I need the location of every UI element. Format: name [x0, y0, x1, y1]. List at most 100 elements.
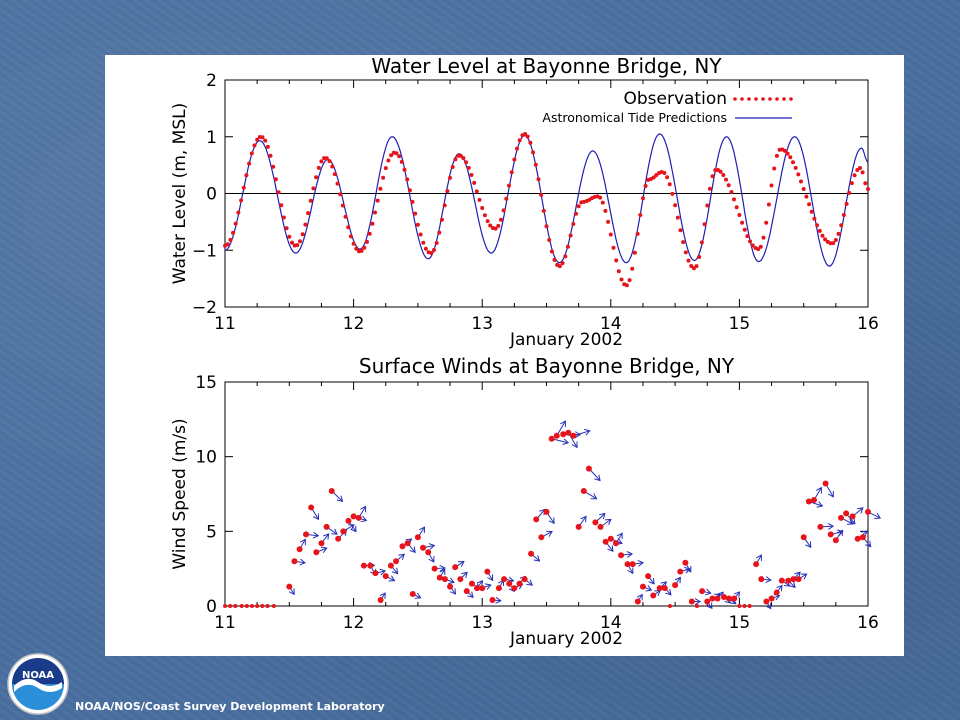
- wind-arrow-head: [560, 420, 566, 427]
- observation-point: [507, 183, 511, 188]
- observation-point: [421, 240, 426, 245]
- wind-speed-point: [737, 604, 742, 608]
- observation-point: [335, 181, 340, 186]
- wind-speed-point: [570, 432, 577, 439]
- wind-speed-point: [747, 604, 752, 608]
- wind-arrow-head: [495, 596, 502, 604]
- wind-speed-point: [291, 558, 298, 565]
- wind-speed-point: [677, 568, 684, 575]
- observation-point: [799, 179, 803, 184]
- wind-arrow-head: [665, 588, 672, 596]
- observation-point: [324, 156, 329, 161]
- wind-speed-point: [474, 585, 481, 592]
- observation-point: [560, 261, 565, 266]
- wind-speed-point: [854, 535, 861, 542]
- wind-speed-point: [634, 598, 641, 605]
- observation-point: [300, 232, 305, 237]
- observation-point: [423, 246, 428, 251]
- observation-point: [774, 153, 779, 158]
- wind-speed-point: [404, 540, 411, 547]
- wind-speed-point: [543, 508, 550, 515]
- wind-arrow-head: [594, 474, 601, 482]
- observation-point: [348, 234, 353, 239]
- wind-speed-point: [340, 528, 347, 535]
- observation-point: [448, 175, 452, 180]
- wind-speed-point: [832, 537, 839, 544]
- observation-point: [525, 134, 530, 139]
- wind-arrow-head: [428, 556, 435, 563]
- observation-point: [748, 239, 753, 244]
- observation-point: [517, 138, 522, 143]
- legend-marker-observation: [782, 97, 786, 101]
- observation-point: [303, 222, 308, 227]
- wind-arrow-head: [461, 571, 468, 579]
- observation-point: [453, 157, 458, 162]
- chart-2: Surface Winds at Bayonne Bridge, NY 11 12 1…: [170, 354, 882, 649]
- observation-point: [260, 135, 265, 140]
- observation-point: [407, 188, 412, 193]
- observation-point: [721, 173, 726, 177]
- wind-speed-point: [286, 583, 293, 590]
- observation-point: [624, 283, 629, 288]
- observation-point: [576, 204, 581, 209]
- wind-speed-point: [580, 488, 587, 495]
- observation-point: [239, 198, 244, 203]
- wind-speed-point: [506, 580, 513, 587]
- observation-point: [397, 154, 402, 159]
- wind-speed-point: [726, 595, 733, 602]
- observation-point: [571, 222, 576, 226]
- observation-point: [675, 215, 680, 220]
- wind-speed-point: [447, 583, 454, 590]
- observation-point: [464, 160, 469, 165]
- observation-point: [681, 240, 686, 245]
- observation-point: [756, 247, 761, 252]
- observation-point: [563, 254, 568, 259]
- wind-arrow-head: [299, 558, 306, 566]
- wind-speed-point: [560, 431, 567, 438]
- wind-speed-point: [355, 514, 362, 521]
- wind-speed-point: [345, 517, 352, 524]
- observation-point: [225, 242, 230, 247]
- wind-arrow-head: [320, 546, 328, 554]
- wind-speed-point: [409, 591, 416, 598]
- wind-speed-point: [602, 538, 609, 545]
- observation-point: [386, 158, 391, 163]
- y-tick-label: 5: [206, 522, 217, 542]
- wind-arrow-head: [419, 526, 426, 533]
- observation-point: [809, 209, 814, 214]
- wind-speed-point: [694, 604, 699, 608]
- x-tick-label: 12: [343, 314, 365, 334]
- y-tick-label: 0: [206, 185, 217, 205]
- wind-speed-point: [516, 580, 523, 587]
- observation-point: [740, 220, 745, 225]
- observation-point: [860, 170, 865, 175]
- series-line-astronomical-tide-predictions: [224, 133, 869, 267]
- observation-point: [549, 249, 554, 254]
- wind-arrow-head: [484, 583, 492, 590]
- wind-speed-point: [479, 585, 486, 592]
- y-tick-label: 15: [195, 373, 217, 393]
- wind-speed-point: [548, 435, 555, 442]
- wind-speed-point: [645, 573, 652, 580]
- observation-point: [482, 213, 487, 218]
- wind-arrow-head: [562, 438, 570, 445]
- wind-arrow-head: [388, 575, 396, 582]
- legend-label-observation: Observation: [623, 89, 727, 109]
- observation-point: [745, 234, 750, 239]
- wind-speed-point: [704, 598, 711, 605]
- chart-title: Water Level at Bayonne Bridge, NY: [371, 55, 722, 78]
- wind-arrow-head: [645, 585, 653, 592]
- wind-arrow-head: [574, 431, 582, 439]
- observation-point: [499, 217, 503, 222]
- wind-speed-point: [303, 531, 310, 538]
- wind-speed-point: [656, 585, 663, 592]
- wind-speed-point: [393, 558, 400, 565]
- observation-point: [477, 197, 482, 202]
- x-tick-label: 14: [600, 314, 622, 334]
- wind-speed-point: [328, 488, 335, 495]
- wind-arrow-head: [398, 553, 405, 560]
- observation-point: [298, 239, 302, 244]
- wind-arrow-head: [414, 592, 422, 599]
- observation-point: [523, 132, 528, 136]
